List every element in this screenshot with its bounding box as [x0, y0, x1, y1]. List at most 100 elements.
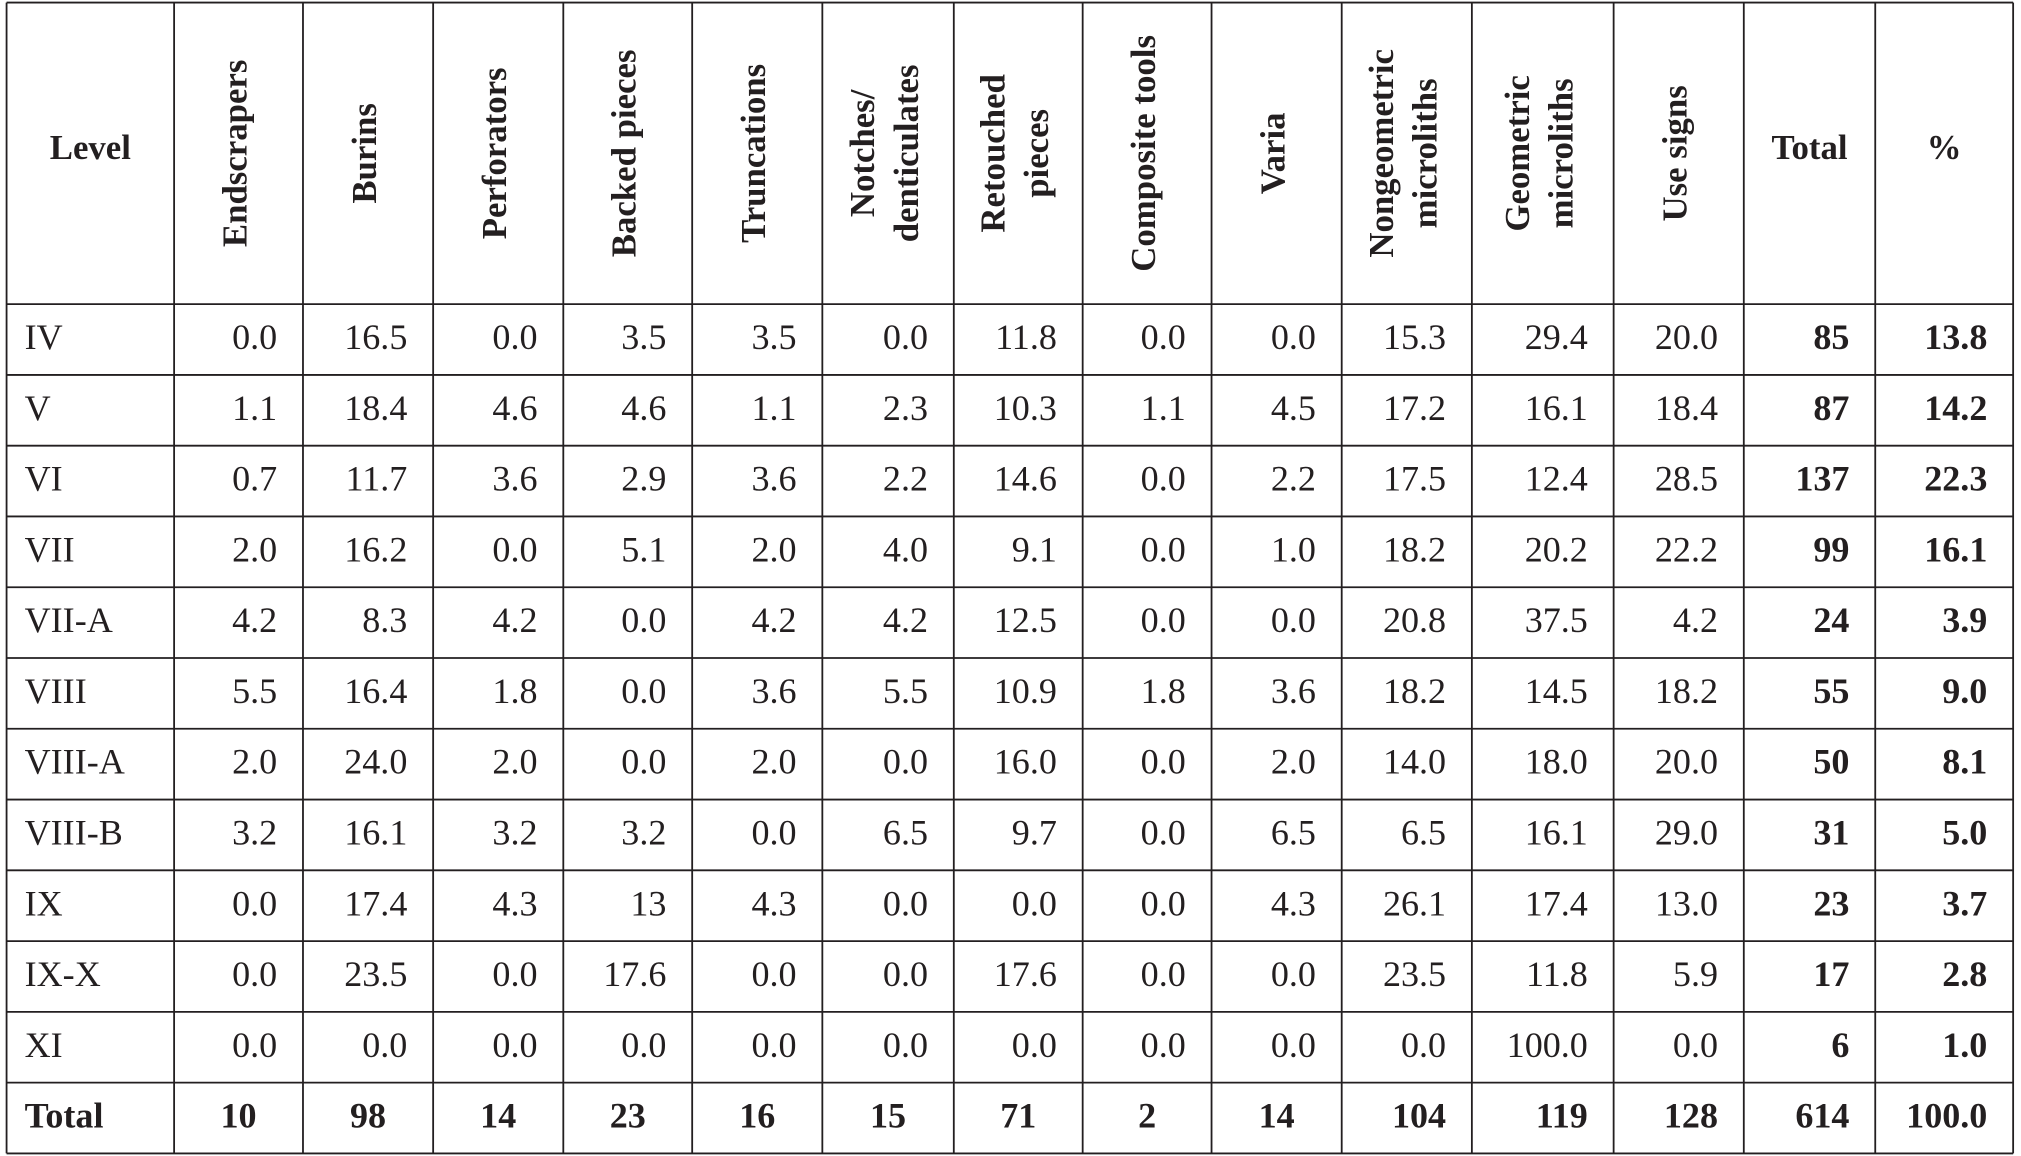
table-cell: 18.2: [1383, 671, 1446, 711]
table-cell: 5.1: [621, 529, 666, 569]
table-cell: 6.5: [883, 813, 928, 853]
table-cell: 11.7: [346, 459, 408, 499]
table-cell: 0.0: [1271, 954, 1316, 994]
table-cell: 2.3: [883, 388, 928, 428]
row-label: VIII-A: [25, 742, 125, 782]
table-cell: 9.1: [1012, 529, 1057, 569]
table-cell: 0.0: [1673, 1025, 1718, 1065]
column-header: Notches/: [843, 88, 882, 217]
table-cell: 4.2: [492, 600, 537, 640]
table-cell: 0.0: [1141, 529, 1186, 569]
table-cell: 1.1: [232, 388, 277, 428]
table-cell: 1.1: [751, 388, 796, 428]
table-cell: 13.8: [1924, 317, 1987, 357]
table-cell: 4.0: [883, 529, 928, 569]
table-cell: 2.8: [1942, 954, 1987, 994]
table-cell: 2.0: [1271, 742, 1316, 782]
table-cell: 2.0: [492, 742, 537, 782]
table-cell: 0.0: [1141, 1025, 1186, 1065]
table-cell: 16.2: [344, 529, 407, 569]
table-cell: 2.2: [883, 459, 928, 499]
table-cell: 0.7: [232, 459, 277, 499]
column-header: Nongeometric: [1362, 49, 1401, 258]
table-cell: 4.2: [751, 600, 796, 640]
table-cell: 10.9: [994, 671, 1057, 711]
table-cell: 20.0: [1655, 317, 1718, 357]
table-cell: 4.3: [1271, 883, 1316, 923]
table-cell: 3.6: [492, 459, 537, 499]
table-cell: 50: [1813, 742, 1849, 782]
column-header: Burins: [345, 103, 384, 204]
table-cell: 3.5: [621, 317, 666, 357]
table-cell: 16.4: [344, 671, 407, 711]
table-cell: 11.8: [995, 317, 1057, 357]
table-cell: 0.0: [883, 742, 928, 782]
table-cell: 55: [1813, 671, 1849, 711]
table-cell: 16.1: [1525, 813, 1588, 853]
row-label: IX: [25, 883, 63, 923]
table-cell: 0.0: [1141, 883, 1186, 923]
table-cell: 14: [1259, 1096, 1295, 1136]
table-cell: 24: [1813, 600, 1849, 640]
table-cell: 9.0: [1942, 671, 1987, 711]
table-cell: 15.3: [1383, 317, 1446, 357]
table-cell: 4.3: [751, 883, 796, 923]
table-cell: 98: [350, 1096, 386, 1136]
table-cell: 26.1: [1383, 883, 1446, 923]
table-cell: 1.0: [1942, 1025, 1987, 1065]
table-cell: 87: [1813, 388, 1849, 428]
table-cell: 1.8: [492, 671, 537, 711]
table-cell: 17.5: [1383, 459, 1446, 499]
table-cell: 2: [1138, 1096, 1156, 1136]
table-cell: 18.4: [344, 388, 407, 428]
table-cell: 0.0: [492, 317, 537, 357]
table-cell: 14.2: [1924, 388, 1987, 428]
table-cell: 5.0: [1942, 813, 1987, 853]
table-cell: 28.5: [1655, 459, 1718, 499]
table-cell: 8.3: [362, 600, 407, 640]
table-cell: 0.0: [232, 1025, 277, 1065]
table-cell: 37.5: [1525, 600, 1588, 640]
table-cell: 0.0: [1141, 600, 1186, 640]
table-cell: 4.3: [492, 883, 537, 923]
table-cell: 3.6: [751, 671, 796, 711]
row-label: VII: [25, 529, 75, 569]
table-cell: 0.0: [621, 671, 666, 711]
table-cell: 0.0: [883, 883, 928, 923]
table-cell: 6.5: [1271, 813, 1316, 853]
table-cell: 0.0: [621, 1025, 666, 1065]
table-cell: 6: [1831, 1025, 1849, 1065]
table-cell: 5.5: [883, 671, 928, 711]
column-header: Use signs: [1656, 85, 1695, 221]
table-cell: 0.0: [1271, 317, 1316, 357]
table-cell: 13.0: [1655, 883, 1718, 923]
table-cell: 0.0: [883, 1025, 928, 1065]
table-cell: 23: [610, 1096, 646, 1136]
table-cell: 128: [1664, 1096, 1718, 1136]
table-cell: 0.0: [492, 1025, 537, 1065]
table-cell: 104: [1392, 1096, 1446, 1136]
table-cell: 2.2: [1271, 459, 1316, 499]
row-label: VIII-B: [25, 813, 123, 853]
table-cell: 0.0: [1012, 1025, 1057, 1065]
table-cell: 29.4: [1525, 317, 1588, 357]
table-cell: 4.2: [883, 600, 928, 640]
table-cell: 0.0: [492, 954, 537, 994]
column-header: Retouched: [973, 74, 1012, 232]
table-cell: 23.5: [1383, 954, 1446, 994]
table-cell: 16.1: [1525, 388, 1588, 428]
table-cell: 2.0: [232, 529, 277, 569]
table-cell: 100.0: [1906, 1096, 1987, 1136]
table-cell: 20.0: [1655, 742, 1718, 782]
table-cell: 23.5: [344, 954, 407, 994]
table-cell: 18.0: [1525, 742, 1588, 782]
table-cell: 17.6: [603, 954, 666, 994]
table-cell: 0.0: [883, 317, 928, 357]
table-cell: 15: [870, 1096, 906, 1136]
table-cell: 24.0: [344, 742, 407, 782]
table-cell: 16: [739, 1096, 775, 1136]
column-header: Composite tools: [1124, 35, 1163, 272]
table-cell: 5.9: [1673, 954, 1718, 994]
table-cell: 18.2: [1383, 529, 1446, 569]
table-cell: 100.0: [1507, 1025, 1588, 1065]
